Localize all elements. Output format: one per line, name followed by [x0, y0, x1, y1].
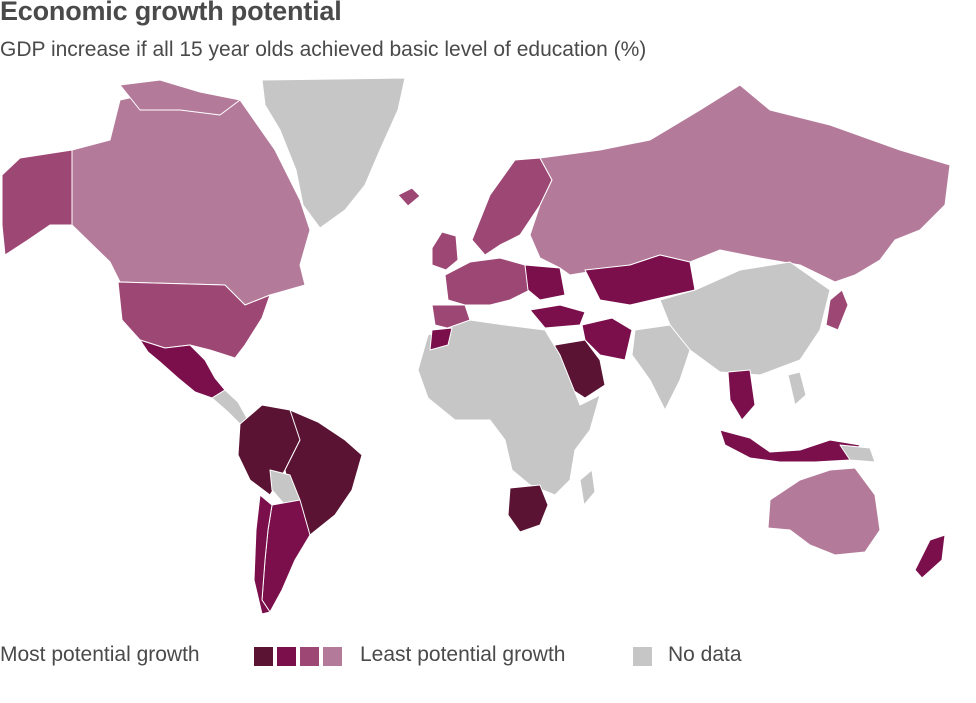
legend-swatch-no-data	[633, 647, 652, 666]
region-chile	[253, 494, 273, 615]
chart-title: Economic growth potential	[0, 0, 342, 26]
region-uk-ireland	[431, 231, 459, 271]
region-turkey	[529, 304, 586, 329]
region-india	[631, 324, 691, 411]
region-indonesia	[719, 429, 861, 463]
chart-subtitle: GDP increase if all 15 year olds achieve…	[0, 38, 647, 61]
region-philippines	[787, 371, 807, 406]
region-south-africa	[507, 484, 549, 533]
legend-no-data-label: No data	[668, 643, 742, 666]
region-central-america	[211, 389, 249, 425]
legend-swatch-level-2	[277, 647, 296, 666]
legend-least-label: Least potential growth	[360, 643, 566, 666]
region-new-zealand	[914, 534, 946, 579]
region-southeast-asia	[727, 369, 756, 421]
region-greenland	[261, 77, 406, 229]
region-papua	[839, 444, 876, 463]
legend-most-label: Most potential growth	[0, 643, 200, 666]
region-ukraine	[524, 264, 566, 301]
region-russia	[529, 84, 951, 283]
legend-swatch-level-4	[323, 647, 342, 666]
region-alaska	[1, 149, 73, 256]
region-australia	[767, 467, 881, 556]
world-map	[1, 77, 951, 615]
region-brazil	[284, 409, 363, 536]
region-iceland	[397, 187, 421, 207]
region-madagascar	[579, 469, 596, 506]
region-canada-islands	[119, 79, 241, 116]
region-japan	[825, 289, 849, 331]
legend-swatch-level-3	[300, 647, 319, 666]
legend: Most potential growth Least potential gr…	[0, 640, 976, 674]
legend-swatch-level-1	[254, 647, 273, 666]
region-western-europe	[444, 257, 531, 306]
region-africa	[417, 319, 601, 496]
region-morocco	[429, 327, 453, 351]
